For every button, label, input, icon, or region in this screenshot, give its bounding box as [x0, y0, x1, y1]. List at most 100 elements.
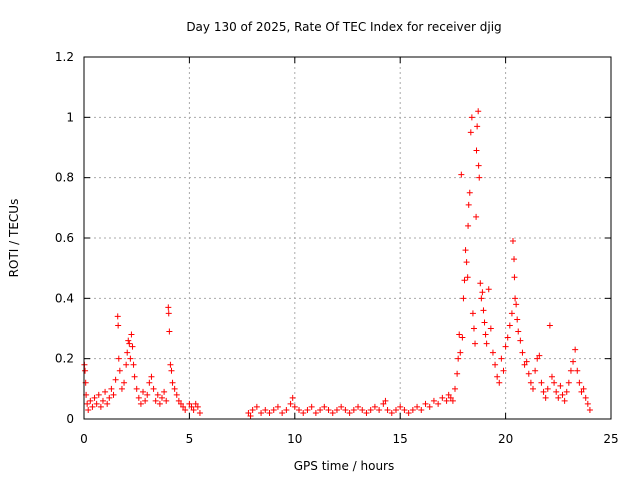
data-point [422, 400, 429, 407]
data-point [498, 355, 505, 362]
data-point [384, 406, 391, 413]
data-point [116, 367, 123, 374]
data-point [283, 406, 290, 413]
y-tick-label: 1 [66, 110, 74, 124]
data-point [514, 316, 521, 323]
data-point [131, 373, 138, 380]
tick-labels: 0 0.2 0.4 0.6 0.8 1 1.2 0 5 10 15 20 25 [55, 50, 619, 446]
data-point [481, 319, 488, 326]
y-tick-label: 0.2 [55, 352, 74, 366]
data-point [289, 394, 296, 401]
x-tick-label: 20 [498, 432, 513, 446]
data-point [445, 391, 452, 398]
data-point [108, 385, 115, 392]
data-point [455, 355, 462, 362]
data-point [465, 201, 472, 208]
data-point [511, 256, 518, 263]
data-point [171, 385, 178, 392]
data-point [128, 331, 135, 338]
data-point [106, 394, 113, 401]
data-point [534, 355, 541, 362]
data-points [81, 108, 593, 419]
data-point [194, 403, 201, 410]
data-point [317, 406, 324, 413]
data-point [93, 400, 100, 407]
data-point [186, 400, 193, 407]
data-point [496, 379, 503, 386]
grid [84, 57, 611, 419]
data-point [382, 397, 389, 404]
data-point [513, 301, 520, 308]
data-point [397, 403, 404, 410]
data-point [519, 349, 526, 356]
data-point [253, 403, 260, 410]
data-point [359, 406, 366, 413]
data-point [525, 370, 532, 377]
data-point [572, 346, 579, 353]
data-point [363, 409, 370, 416]
data-point [130, 361, 137, 368]
data-point [500, 367, 507, 374]
data-point [582, 394, 589, 401]
data-point [175, 397, 182, 404]
data-point [123, 361, 130, 368]
data-point [576, 379, 583, 386]
data-point [439, 394, 446, 401]
data-point [540, 388, 547, 395]
data-point [465, 222, 472, 229]
data-point [355, 403, 362, 410]
data-point [173, 391, 180, 398]
data-point [480, 307, 487, 314]
data-point [405, 409, 412, 416]
data-point [371, 403, 378, 410]
data-point [584, 400, 591, 407]
data-point [485, 286, 492, 293]
data-point [87, 397, 94, 404]
data-point [456, 331, 463, 338]
data-point [262, 406, 269, 413]
data-point [154, 391, 161, 398]
data-point [472, 340, 479, 347]
data-point [180, 403, 187, 410]
data-point [511, 274, 518, 281]
data-point [346, 409, 353, 416]
data-point [473, 147, 480, 154]
data-point [169, 379, 176, 386]
x-tick-label: 15 [393, 432, 408, 446]
data-point [291, 403, 298, 410]
data-point [447, 394, 454, 401]
data-point [506, 322, 513, 329]
data-point [124, 349, 131, 356]
data-point [165, 310, 172, 317]
data-point [476, 174, 483, 181]
data-point [177, 400, 184, 407]
data-point [482, 331, 489, 338]
data-point [586, 406, 593, 413]
data-point [296, 406, 303, 413]
data-point [158, 394, 165, 401]
data-point [333, 406, 340, 413]
data-point [247, 412, 254, 419]
data-point [464, 274, 471, 281]
data-point [163, 397, 170, 404]
data-point [494, 373, 501, 380]
data-point [475, 162, 482, 169]
data-point [135, 394, 142, 401]
data-point [468, 114, 475, 121]
data-point [517, 337, 524, 344]
data-point [367, 406, 374, 413]
data-point [129, 343, 136, 350]
data-point [266, 409, 273, 416]
data-point [165, 304, 172, 311]
data-point [477, 280, 484, 287]
data-point [458, 171, 465, 178]
data-point [121, 379, 128, 386]
y-tick-label: 1.2 [55, 50, 74, 64]
data-point [91, 394, 98, 401]
data-point [483, 340, 490, 347]
data-point [578, 388, 585, 395]
data-point [150, 385, 157, 392]
data-point [492, 361, 499, 368]
data-point [300, 409, 307, 416]
data-point [414, 403, 421, 410]
